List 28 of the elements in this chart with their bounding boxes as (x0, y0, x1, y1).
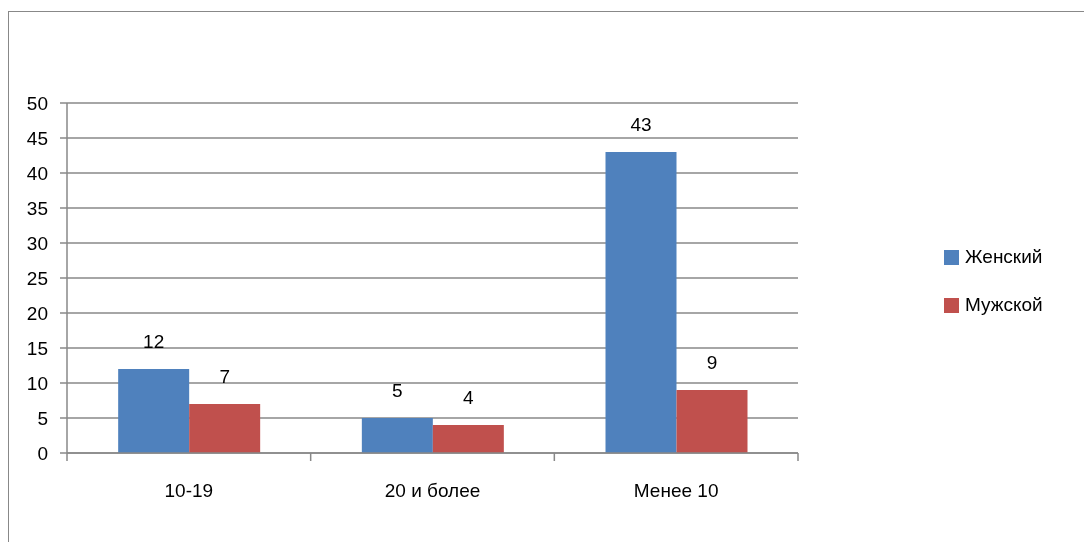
y-tick-label: 20 (26, 302, 48, 324)
y-tick-label: 50 (26, 92, 48, 114)
y-tick-label: 45 (26, 127, 48, 149)
legend-label: Женский (965, 246, 1043, 268)
data-label: 7 (219, 366, 230, 387)
data-label: 12 (143, 331, 165, 352)
data-label: 5 (392, 380, 403, 401)
y-tick-label: 40 (26, 162, 48, 184)
legend-label: Мужской (965, 294, 1043, 316)
y-tick-label: 25 (26, 267, 48, 289)
y-tick-label: 15 (26, 337, 48, 359)
x-tick-label: 10-19 (164, 480, 214, 501)
y-tick-label: 10 (26, 372, 48, 394)
data-label: 43 (630, 114, 652, 135)
y-tick-label: 30 (26, 232, 48, 254)
x-tick-label: Менее 10 (633, 480, 719, 501)
bar (605, 152, 677, 453)
y-tick-label: 5 (37, 407, 48, 429)
y-tick-label: 35 (26, 197, 48, 219)
x-tick-label: 20 и более (384, 480, 481, 501)
bar (676, 390, 748, 453)
bar (118, 369, 190, 453)
y-tick-label: 0 (37, 442, 48, 464)
data-label: 9 (706, 352, 718, 373)
bar (189, 404, 261, 453)
bar (432, 425, 504, 453)
data-label: 4 (463, 387, 475, 408)
bar (361, 418, 433, 453)
